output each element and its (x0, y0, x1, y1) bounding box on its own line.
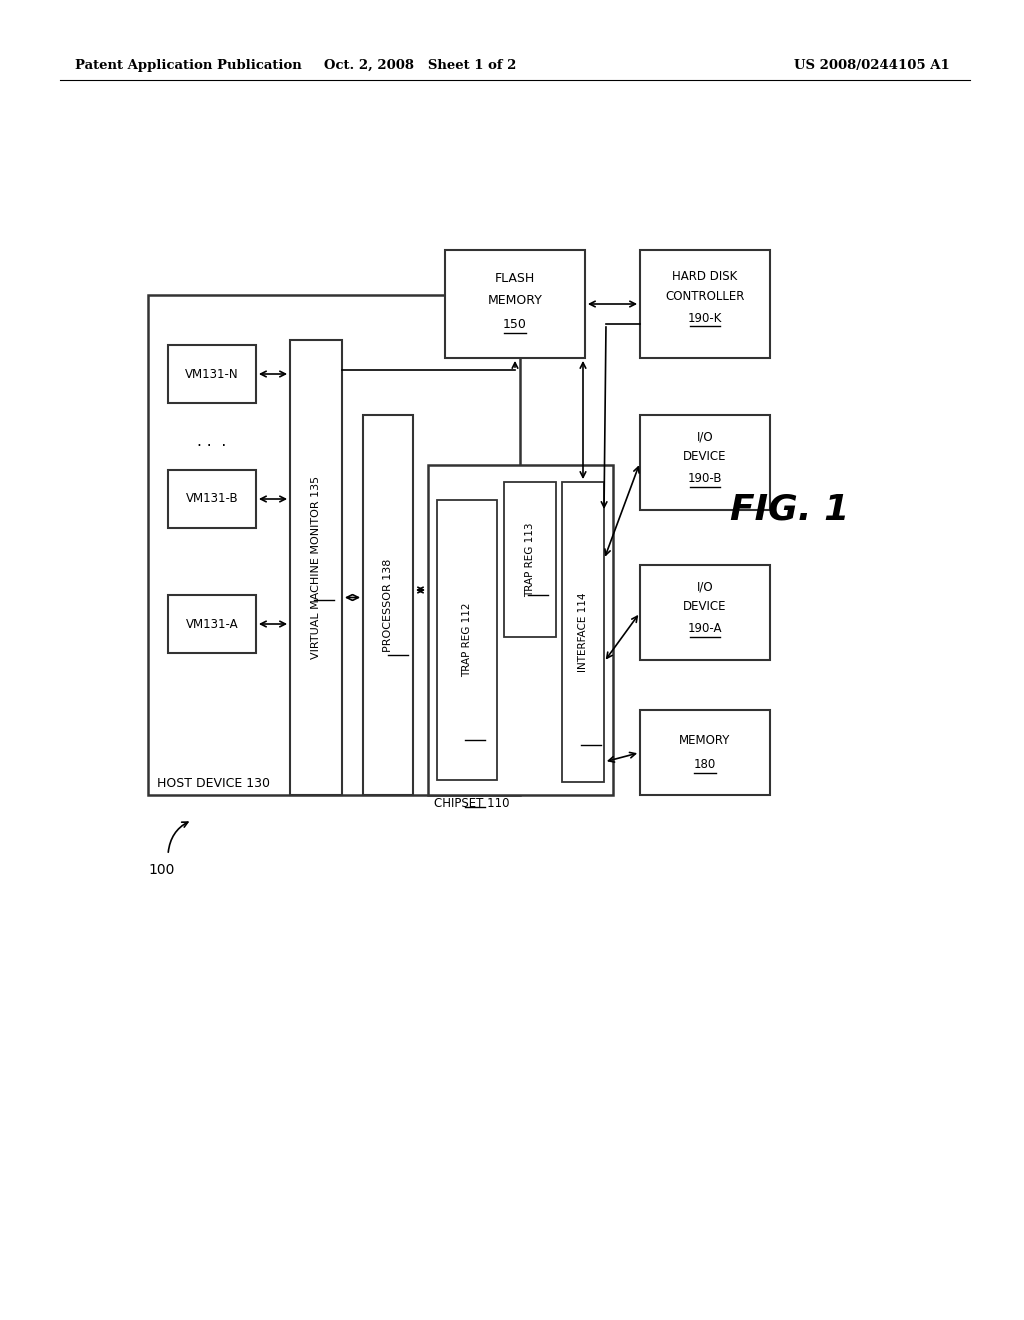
Bar (362, 414, 413, 795)
Text: 190-K: 190-K (688, 312, 722, 325)
Bar (640, 414, 770, 510)
Text: DEVICE: DEVICE (683, 601, 727, 614)
Text: Oct. 2, 2008   Sheet 1 of 2: Oct. 2, 2008 Sheet 1 of 2 (324, 58, 516, 71)
Text: I/O: I/O (696, 430, 714, 444)
Text: VM131-A: VM131-A (185, 618, 239, 631)
Bar (148, 294, 520, 795)
Text: VM131-B: VM131-B (185, 492, 239, 506)
Text: US 2008/0244105 A1: US 2008/0244105 A1 (795, 58, 950, 71)
Bar (428, 465, 613, 795)
Bar (437, 500, 497, 780)
Text: 190-A: 190-A (688, 623, 722, 635)
Text: FIG. 1: FIG. 1 (730, 492, 850, 527)
Text: 180: 180 (694, 759, 716, 771)
Text: Patent Application Publication: Patent Application Publication (75, 58, 302, 71)
Text: PROCESSOR 138: PROCESSOR 138 (383, 558, 393, 652)
Bar (640, 565, 770, 660)
Text: CONTROLLER: CONTROLLER (666, 289, 744, 302)
Text: . .  .: . . . (198, 433, 226, 449)
Text: MEMORY: MEMORY (487, 293, 543, 306)
Text: TRAP REG 112: TRAP REG 112 (462, 603, 472, 677)
Text: FLASH: FLASH (495, 272, 536, 285)
Bar (504, 482, 556, 638)
Text: TRAP REG 113: TRAP REG 113 (525, 523, 535, 597)
Text: CHIPSET 110: CHIPSET 110 (434, 797, 510, 810)
Text: 100: 100 (148, 863, 174, 876)
Bar (168, 595, 256, 653)
Bar (445, 249, 585, 358)
Text: I/O: I/O (696, 581, 714, 594)
Text: 150: 150 (503, 318, 527, 331)
Bar (168, 470, 256, 528)
Bar (168, 345, 256, 403)
Text: VIRTUAL MACHINE MONITOR 135: VIRTUAL MACHINE MONITOR 135 (311, 477, 321, 659)
Bar (562, 482, 604, 781)
Bar (290, 341, 342, 795)
Text: VM131-N: VM131-N (185, 367, 239, 380)
Bar (640, 710, 770, 795)
Text: 190-B: 190-B (688, 473, 722, 486)
Text: HARD DISK: HARD DISK (673, 269, 737, 282)
Text: MEMORY: MEMORY (679, 734, 731, 747)
Text: INTERFACE 114: INTERFACE 114 (578, 593, 588, 672)
Text: HOST DEVICE 130: HOST DEVICE 130 (157, 777, 270, 789)
Bar (640, 249, 770, 358)
Text: DEVICE: DEVICE (683, 450, 727, 463)
